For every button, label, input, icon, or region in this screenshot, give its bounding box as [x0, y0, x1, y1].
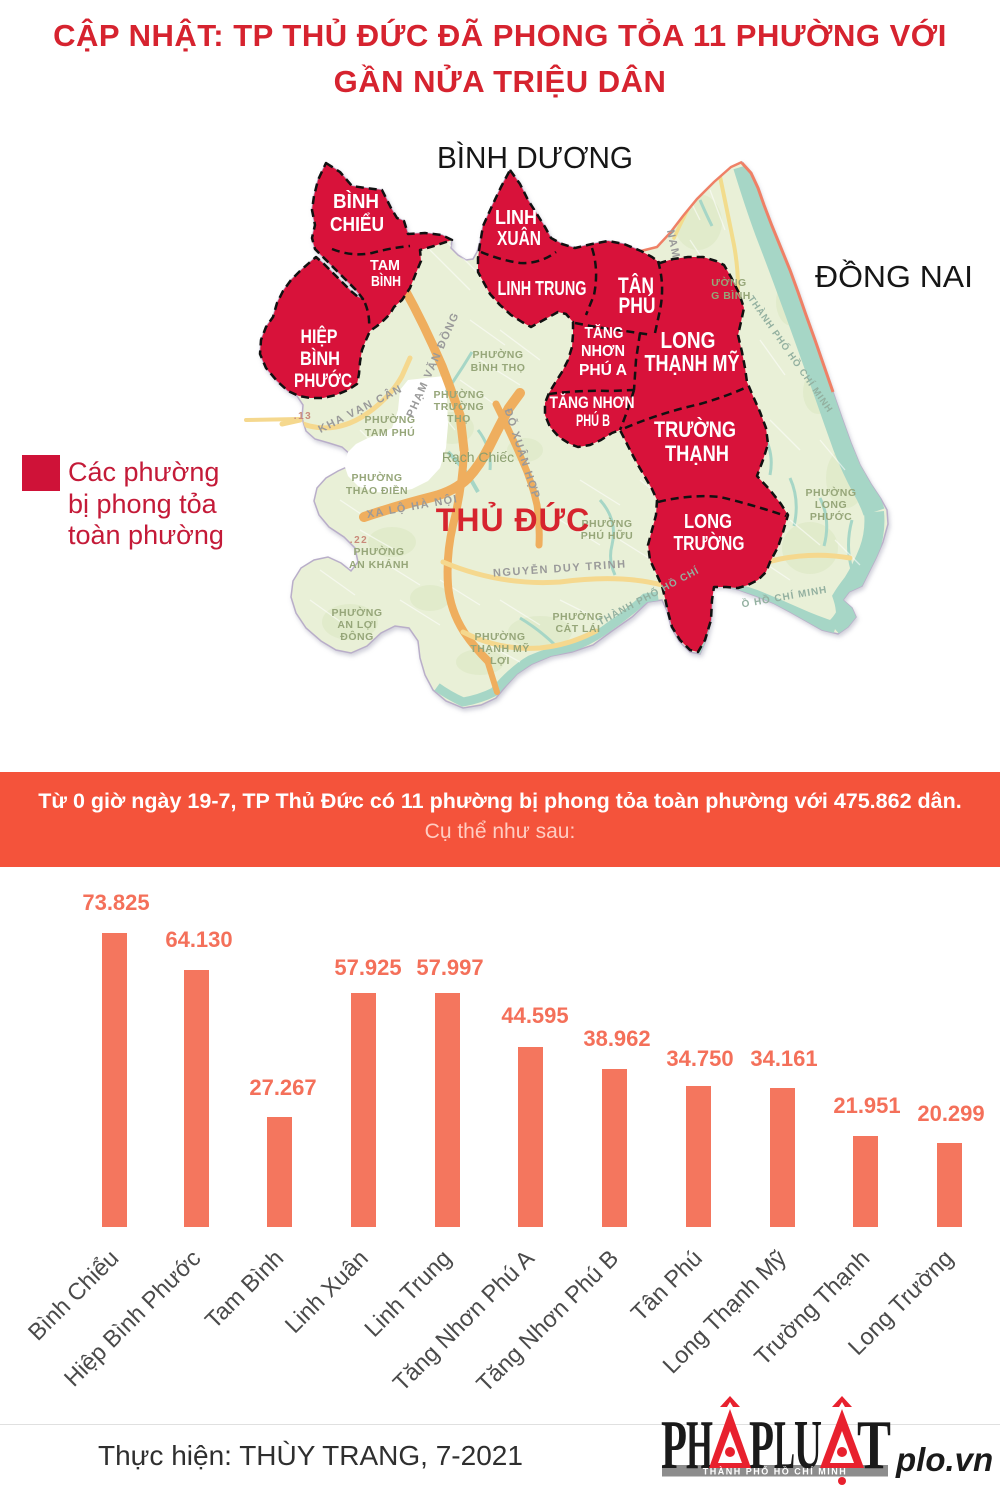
- svg-text:THỌ: THỌ: [447, 413, 471, 425]
- svg-text:LỢI: LỢI: [490, 655, 510, 667]
- svg-text:T: T: [857, 1407, 891, 1484]
- svg-text:U: U: [794, 1407, 822, 1484]
- svg-text:THẠNH MỸ: THẠNH MỸ: [470, 642, 529, 655]
- svg-text:TRƯỜNG: TRƯỜNG: [674, 531, 745, 555]
- svg-text:AN LỢI: AN LỢI: [337, 619, 376, 631]
- svg-text:PHƯỜNG: PHƯỜNG: [351, 471, 402, 484]
- svg-text:TAM: TAM: [370, 257, 400, 274]
- svg-text:G BÌNH: G BÌNH: [711, 289, 751, 302]
- svg-text:PHƯỜNG: PHƯỜNG: [552, 610, 603, 623]
- svg-text:TĂNG: TĂNG: [585, 325, 624, 342]
- svg-text:PHƯỚC: PHƯỚC: [294, 370, 352, 392]
- svg-text:CÁT LÁI: CÁT LÁI: [556, 622, 601, 635]
- svg-text:PHÚ B: PHÚ B: [576, 411, 610, 430]
- svg-text:THÀNH PHỐ HỒ CHÍ MINH: THÀNH PHỐ HỒ CHÍ MINH: [703, 1466, 848, 1477]
- svg-text:PHƯỜNG: PHƯỜNG: [331, 606, 382, 619]
- svg-text:PHƯỜNG: PHƯỜNG: [581, 517, 632, 530]
- svg-text:BÌNH THỌ: BÌNH THỌ: [471, 361, 526, 374]
- svg-text:BÌNH: BÌNH: [371, 273, 401, 290]
- svg-text:P: P: [749, 1407, 774, 1484]
- svg-text:toàn phường: toàn phường: [68, 520, 224, 550]
- svg-text:PHƯỜNG: PHƯỜNG: [433, 388, 484, 401]
- svg-text:P: P: [661, 1407, 687, 1484]
- svg-text:CHIỂU: CHIỂU: [330, 213, 384, 236]
- svg-text:L: L: [774, 1407, 795, 1484]
- svg-text:.13: .13: [294, 411, 312, 422]
- svg-text:H: H: [686, 1407, 713, 1484]
- svg-text:Rạch Chiếc: Rạch Chiếc: [442, 449, 514, 465]
- svg-text:LONG: LONG: [815, 499, 847, 511]
- svg-text:AN KHÁNH: AN KHÁNH: [349, 558, 409, 571]
- svg-text:PHƯỜNG: PHƯỜNG: [364, 413, 415, 426]
- svg-text:PHƯỜNG: PHƯỜNG: [472, 348, 523, 361]
- svg-text:LINH: LINH: [495, 207, 537, 229]
- svg-text:PHƯỜNG: PHƯỜNG: [474, 630, 525, 643]
- svg-text:LONG: LONG: [661, 327, 716, 353]
- svg-text:BÌNH DƯƠNG: BÌNH DƯƠNG: [437, 140, 633, 175]
- svg-text:THẠNH MỸ: THẠNH MỸ: [645, 349, 740, 376]
- svg-text:TRƯỜNG: TRƯỜNG: [434, 400, 484, 413]
- svg-text:LONG: LONG: [684, 511, 732, 533]
- svg-text:TAM PHÚ: TAM PHÚ: [365, 426, 416, 439]
- svg-text:ƯỜNG: ƯỜNG: [711, 276, 746, 289]
- svg-text:XUÂN: XUÂN: [497, 226, 541, 250]
- svg-text:PHÚ A: PHÚ A: [579, 361, 627, 379]
- svg-text:PHƯỚC: PHƯỚC: [810, 510, 852, 523]
- svg-text:PHƯỜNG: PHƯỜNG: [353, 545, 404, 558]
- svg-text:THỦ ĐỨC: THỦ ĐỨC: [436, 502, 590, 538]
- svg-text:PHÚ HỮU: PHÚ HỮU: [581, 529, 633, 542]
- svg-text:THẠNH: THẠNH: [665, 441, 729, 466]
- svg-text:PHƯỜNG: PHƯỜNG: [805, 486, 856, 499]
- svg-text:TĂNG NHƠN: TĂNG NHƠN: [550, 393, 635, 412]
- svg-text:bị phong tỏa: bị phong tỏa: [68, 489, 218, 519]
- svg-text:NHƠN: NHƠN: [581, 343, 625, 360]
- svg-text:TÂN: TÂN: [618, 273, 654, 298]
- svg-text:ĐỒNG NAI: ĐỒNG NAI: [815, 258, 973, 294]
- svg-text:ĐÔNG: ĐÔNG: [340, 630, 374, 643]
- svg-text:.22: .22: [350, 535, 368, 546]
- svg-text:PHÚ: PHÚ: [619, 293, 656, 318]
- svg-text:THẢO ĐIỀN: THẢO ĐIỀN: [346, 484, 408, 497]
- svg-text:HIỆP: HIỆP: [301, 326, 338, 348]
- svg-text:BÌNH: BÌNH: [333, 190, 379, 213]
- svg-text:LINH TRUNG: LINH TRUNG: [498, 278, 587, 300]
- svg-text:Các phường: Các phường: [68, 457, 219, 487]
- svg-text:BÌNH: BÌNH: [300, 348, 340, 370]
- svg-text:TRƯỜNG: TRƯỜNG: [654, 417, 736, 442]
